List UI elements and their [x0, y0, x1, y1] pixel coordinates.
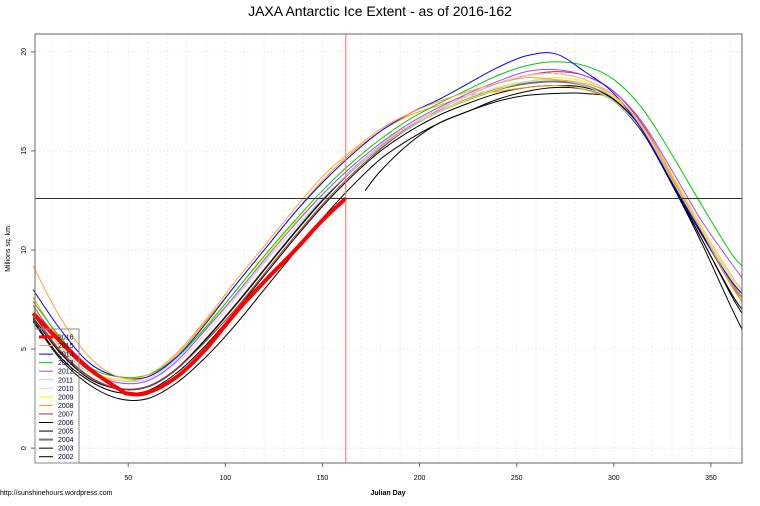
y-axis: 0 5 10 15 20	[21, 48, 35, 450]
legend-label-2009: 2009	[58, 394, 74, 401]
x-tick-label: 200	[414, 475, 426, 482]
series-line-2008	[32, 84, 743, 382]
x-axis-label: Julian Day	[370, 490, 405, 497]
x-tick-label: 300	[608, 475, 620, 482]
series-line-2007	[32, 71, 743, 391]
y-tick-label: 0	[21, 446, 28, 450]
legend-label-2016: 2016	[58, 335, 74, 342]
series-line-2005	[32, 85, 743, 395]
series-line-2014	[32, 52, 743, 380]
legend-label-2008: 2008	[58, 403, 74, 410]
grid	[35, 34, 742, 463]
series-line-2012	[32, 68, 743, 385]
x-tick-label: 250	[511, 475, 523, 482]
legend-label-2003: 2003	[58, 446, 74, 453]
reference-lines	[35, 34, 742, 463]
legend-label-2002: 2002	[58, 454, 74, 461]
legend-label-2007: 2007	[58, 411, 74, 418]
y-axis-label: Millions sq. km.	[5, 224, 12, 272]
series-line-2015	[32, 76, 743, 380]
series-lines	[31, 52, 743, 401]
legend-label-2014: 2014	[58, 352, 74, 359]
legend-label-2004: 2004	[58, 437, 74, 444]
x-tick-label: 350	[705, 475, 717, 482]
series-line-2016	[31, 197, 348, 397]
y-tick-label: 5	[21, 347, 28, 351]
y-tick-label: 20	[21, 48, 28, 56]
source-footer: http://sunshinehours.wordpress.com	[0, 490, 113, 497]
series-line-2004	[32, 80, 743, 391]
legend-label-2005: 2005	[58, 429, 74, 436]
series-line-2013	[32, 61, 743, 379]
plot-frame	[34, 33, 743, 464]
legend-label-2006: 2006	[58, 420, 74, 427]
legend-label-2013: 2013	[58, 360, 74, 367]
legend-label-2010: 2010	[58, 386, 74, 393]
x-tick-label: 150	[317, 475, 329, 482]
x-tick-label: 50	[124, 475, 132, 482]
legend-box	[34, 328, 80, 464]
x-axis: 50 100 150 200 250 300 350	[124, 463, 717, 482]
y-tick-label: 15	[21, 147, 28, 155]
y-tick-label: 10	[21, 246, 28, 254]
chart-title: JAXA Antarctic Ice Extent - as of 2016-1…	[248, 3, 512, 19]
legend-label-2012: 2012	[58, 369, 74, 376]
x-tick-label: 100	[220, 475, 232, 482]
legend-label-2011: 2011	[58, 377, 73, 384]
series-line-2002	[32, 92, 743, 401]
legend-label-2015: 2015	[58, 343, 74, 350]
